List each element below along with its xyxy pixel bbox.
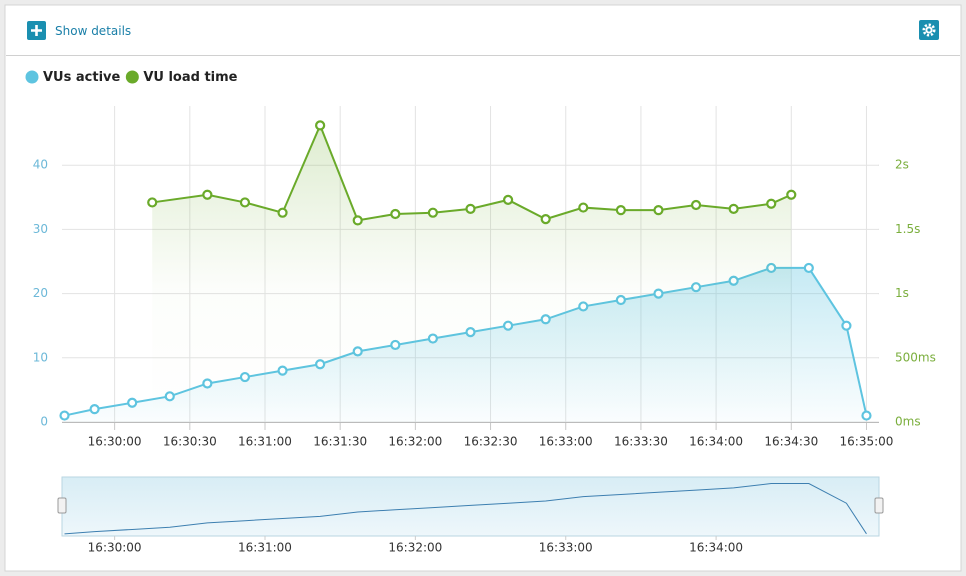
button-label[interactable]: Show details	[55, 24, 131, 38]
y-tick-label: 0	[40, 415, 48, 429]
x-tick-label: 16:30:00	[88, 435, 142, 449]
x-tick-label: 16:34:30	[764, 435, 818, 449]
navigator-tick-label: 16:30:00	[88, 541, 142, 555]
x-tick-label: 16:31:00	[238, 435, 292, 449]
x-tick-label: 16:34:00	[689, 435, 743, 449]
point	[465, 203, 476, 214]
point	[653, 205, 664, 216]
x-tick-label: 16:35:00	[840, 435, 894, 449]
gear-teeth	[922, 23, 936, 37]
point	[861, 410, 872, 421]
series-line	[152, 122, 792, 222]
gear-icon[interactable]	[919, 20, 939, 40]
x-tick-label: 16:33:30	[614, 435, 668, 449]
navigator-tick-label: 16:34:00	[689, 541, 743, 555]
point	[728, 203, 739, 214]
point	[315, 120, 326, 131]
navigator-handle[interactable]	[57, 497, 67, 514]
point	[59, 410, 70, 421]
gear-hub	[925, 26, 933, 34]
x-tick-label: 16:30:30	[163, 435, 217, 449]
point	[841, 320, 852, 331]
navigator-line	[64, 483, 867, 535]
navigator-handle[interactable]	[874, 497, 884, 514]
plus-glyph	[31, 25, 42, 36]
y-tick-label: 20	[33, 286, 48, 300]
point	[615, 205, 626, 216]
y-tick-label: 10	[33, 350, 48, 364]
point	[578, 202, 589, 213]
point	[127, 397, 138, 408]
point	[239, 197, 251, 208]
navigator-tick-label: 16:33:00	[539, 541, 593, 555]
navigator-tick-label: 16:31:00	[238, 541, 292, 555]
x-tick-label: 16:32:00	[388, 435, 442, 449]
settings-button[interactable]	[919, 20, 939, 40]
point	[690, 199, 702, 211]
point	[89, 404, 100, 415]
point	[390, 208, 401, 220]
legend-marker	[125, 70, 139, 84]
point	[786, 189, 797, 200]
y2-tick-label: 500ms	[895, 350, 936, 364]
navigator-tick-label: 16:32:00	[388, 541, 442, 555]
point	[540, 214, 551, 225]
point	[502, 194, 514, 205]
y2-tick-label: 2s	[895, 158, 909, 172]
point	[147, 197, 158, 208]
navigator-frame	[61, 476, 880, 537]
point	[352, 215, 363, 226]
point	[427, 207, 439, 218]
show-details-button[interactable]: Show details	[27, 21, 131, 40]
point	[766, 198, 777, 209]
y2-tick-label: 1.5s	[895, 222, 920, 236]
x-tick-label: 16:32:30	[464, 435, 518, 449]
y2-tick-label: 1s	[895, 286, 909, 300]
point	[803, 262, 814, 274]
x-tick-label: 16:33:00	[539, 435, 593, 449]
y-tick-label: 40	[33, 158, 48, 172]
legend-marker	[25, 70, 39, 84]
legend-label: VU load time	[143, 70, 237, 85]
legend-label: VUs active	[43, 70, 121, 85]
point	[277, 207, 288, 218]
y-tick-label: 30	[33, 222, 48, 236]
x-tick-label: 16:31:30	[313, 435, 367, 449]
series-area	[152, 125, 792, 423]
y2-tick-label: 0ms	[895, 415, 921, 429]
point	[202, 189, 213, 200]
